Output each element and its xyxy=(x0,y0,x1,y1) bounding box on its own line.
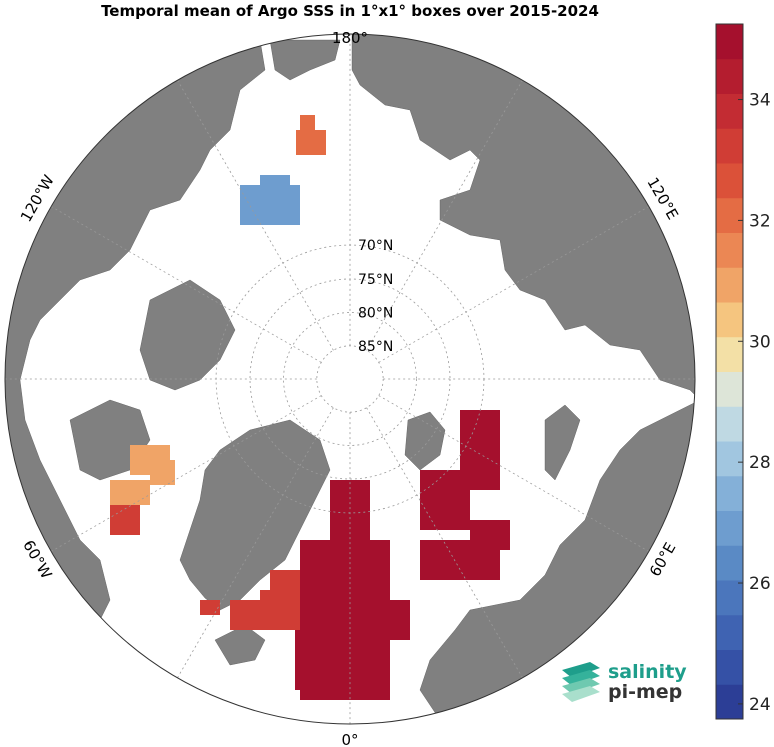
latitude-circle-80 xyxy=(283,312,417,446)
salinity-cell xyxy=(110,480,150,505)
colorbar-swatch xyxy=(716,232,743,268)
salinity-cell xyxy=(296,130,326,155)
colorbar-tick-label: 30 xyxy=(749,332,771,352)
longitude-label: 0° xyxy=(341,731,358,747)
logo-text-salinity: salinity xyxy=(608,661,687,683)
meridian-line xyxy=(366,80,523,351)
colorbar-frame xyxy=(715,23,744,720)
latitude-label-85: 85°N xyxy=(358,339,393,355)
colorbar-tick-label: 32 xyxy=(749,211,771,231)
latitude-label-70: 70°N xyxy=(358,238,393,254)
colorbar-swatch xyxy=(716,614,743,650)
colorbar-tick-label: 34 xyxy=(749,91,771,111)
meridian-line xyxy=(177,407,334,678)
colorbar-swatch xyxy=(716,336,743,372)
colorbar-swatch xyxy=(716,649,743,685)
salinity-cells xyxy=(110,115,510,700)
salinity-cell xyxy=(200,600,220,615)
salinity-cell xyxy=(460,410,500,490)
landmass-greenland xyxy=(179,419,331,611)
colorbar-tick-label: 28 xyxy=(749,453,771,473)
salinity-cell xyxy=(260,590,300,610)
salinity-cell xyxy=(150,460,175,485)
salinity-pi-mep-logo: salinity pi-mep xyxy=(560,660,690,710)
latitude-labels: 70°N 75°N 80°N 85°N xyxy=(358,238,393,355)
salinity-cell xyxy=(110,505,140,535)
colorbar-swatch xyxy=(716,406,743,442)
meridian-line xyxy=(177,80,334,351)
meridian-line xyxy=(51,206,322,363)
graticule xyxy=(5,34,695,724)
landmass-ellesmere xyxy=(139,279,236,391)
colorbar-tick-label: 24 xyxy=(749,695,771,715)
colorbar-tick-label: 26 xyxy=(749,574,771,594)
colorbar-ticks: 24 26 28 30 32 34 xyxy=(738,91,771,715)
colorbar-swatch xyxy=(716,267,743,303)
colorbar-swatch xyxy=(716,580,743,616)
meridian-line xyxy=(51,395,322,552)
salinity-cell xyxy=(300,115,315,130)
polar-map: 70°N75°N80°N85°N 0°60°E120°E180°120°W60°… xyxy=(4,29,696,747)
salinity-cell xyxy=(330,480,370,540)
colorbar-swatch xyxy=(716,163,743,199)
colorbar-swatch xyxy=(716,197,743,233)
salinity-cell xyxy=(270,570,300,590)
colorbar-swatch xyxy=(716,302,743,338)
longitude-label: 180° xyxy=(332,29,368,47)
colorbar-swatch xyxy=(716,475,743,511)
colorbar-swatch xyxy=(716,128,743,164)
map-frame xyxy=(4,33,696,725)
colorbar-swatch xyxy=(716,510,743,546)
colorbar-swatches xyxy=(716,24,743,720)
colorbar-swatch xyxy=(716,545,743,581)
colorbar-swatch xyxy=(716,441,743,477)
chart-title: Temporal mean of Argo SSS in 1°x1° boxes… xyxy=(101,2,599,20)
landmass-alaska xyxy=(269,39,341,81)
salinity-cell xyxy=(295,620,380,690)
salinity-cell xyxy=(280,195,300,225)
colorbar-swatch xyxy=(716,58,743,94)
landmass-north-america xyxy=(5,39,266,701)
meridian-line xyxy=(366,407,523,678)
meridian-line xyxy=(378,206,649,363)
logo-text-pi-mep: pi-mep xyxy=(608,681,683,703)
meridian-line xyxy=(378,395,649,552)
salinity-cell xyxy=(470,520,510,550)
colorbar-swatch xyxy=(716,371,743,407)
latitude-label-75: 75°N xyxy=(358,272,393,288)
colorbar-swatch xyxy=(716,93,743,129)
latitude-label-80: 80°N xyxy=(358,306,393,322)
logo-icon xyxy=(562,662,600,702)
colorbar-swatch xyxy=(716,684,743,720)
salinity-cell xyxy=(380,600,410,640)
colorbar-swatch xyxy=(716,24,743,60)
landmass-novaya-zemlya xyxy=(544,404,581,481)
